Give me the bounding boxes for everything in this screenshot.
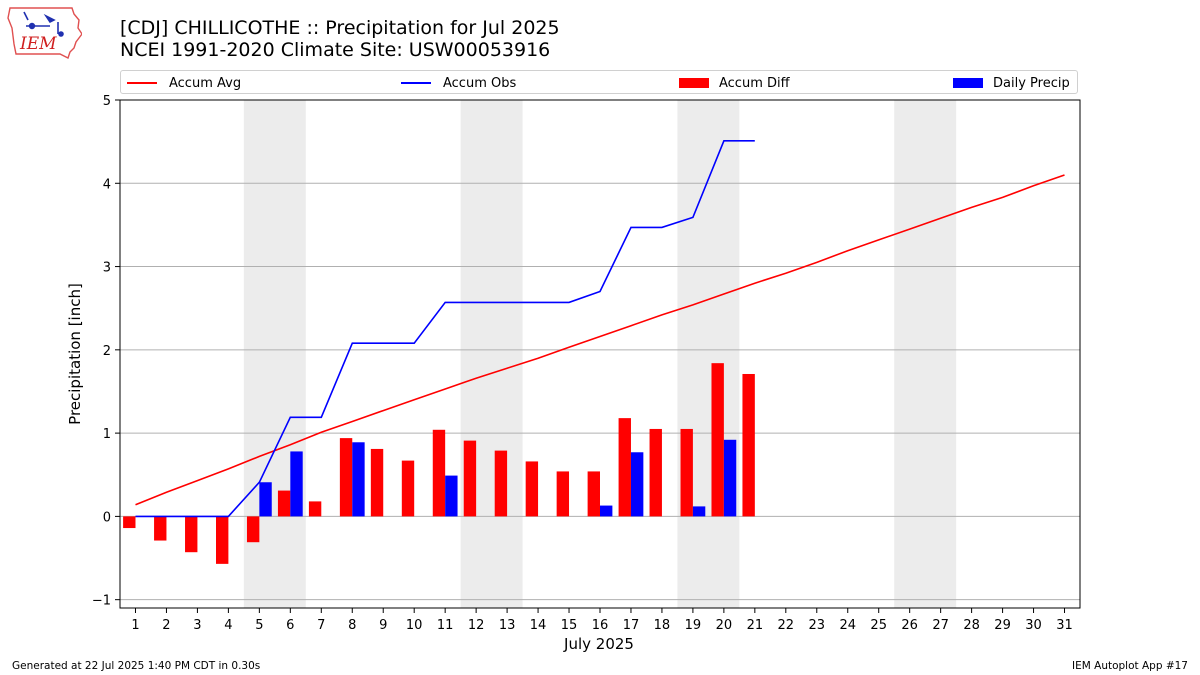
x-tick-label: 1	[131, 618, 139, 633]
accum-diff-bar	[742, 373, 755, 517]
accum-diff-bar	[123, 516, 136, 529]
accum-diff-bar	[463, 440, 477, 517]
x-tick-label: 29	[994, 618, 1011, 633]
chart-title-line2: NCEI 1991-2020 Climate Site: USW00053916	[120, 39, 551, 61]
legend-swatch-accum-avg	[127, 82, 157, 84]
daily-precip-bar	[445, 475, 458, 517]
x-tick-label: 24	[839, 618, 856, 633]
x-tick-label: 17	[623, 618, 640, 633]
accum-diff-bar	[680, 428, 693, 517]
x-tick-label: 8	[348, 618, 356, 633]
daily-precip-bar	[692, 506, 706, 517]
legend-item-accum-diff: Accum Diff	[679, 74, 790, 92]
legend-label-accum-obs: Accum Obs	[443, 75, 517, 91]
x-tick-label: 12	[468, 618, 485, 633]
x-tick-label: 23	[809, 618, 826, 633]
x-tick-label: 6	[286, 618, 294, 633]
legend-label-daily-precip: Daily Precip	[993, 75, 1070, 91]
y-axis-label: Precipitation [inch]	[66, 283, 84, 425]
accum-diff-bar	[308, 501, 322, 517]
x-tick-label: 2	[162, 618, 170, 633]
accum-diff-bar	[246, 516, 260, 543]
weekend-shade-band	[460, 100, 523, 608]
weekend-shade-band	[677, 100, 740, 608]
chart-legend: Accum Avg Accum Obs Accum Diff Daily Pre…	[120, 70, 1078, 94]
accum-diff-bar	[711, 363, 724, 517]
x-tick-label: 14	[530, 618, 547, 633]
x-tick-label: 18	[654, 618, 671, 633]
weekend-shade-band	[894, 100, 957, 608]
x-axis-label: July 2025	[563, 635, 634, 653]
y-tick-label: −1	[92, 594, 111, 609]
x-tick-label: 10	[406, 618, 423, 633]
x-tick-label: 19	[685, 618, 702, 633]
weekend-shade-band	[243, 100, 306, 608]
app-credit: IEM Autoplot App #17	[1072, 660, 1188, 672]
accum-diff-bar	[556, 471, 570, 517]
accum-obs-line	[135, 140, 755, 518]
x-tick-label: 15	[561, 618, 578, 633]
legend-swatch-daily-precip	[953, 78, 983, 88]
accum-avg-line	[135, 174, 1065, 506]
daily-precip-bar	[600, 505, 613, 517]
legend-item-daily-precip: Daily Precip	[953, 74, 1070, 92]
legend-label-accum-avg: Accum Avg	[169, 75, 242, 91]
x-tick-label: 5	[255, 618, 263, 633]
daily-precip-bar	[723, 439, 737, 517]
legend-swatch-accum-obs	[401, 82, 431, 84]
iem-logo: IEM	[7, 7, 82, 59]
generated-timestamp: Generated at 22 Jul 2025 1:40 PM CDT in …	[12, 660, 261, 672]
legend-swatch-accum-diff	[679, 78, 709, 88]
accum-diff-bar	[339, 438, 353, 517]
chart-title: [CDJ] CHILLICOTHE :: Precipitation for J…	[120, 17, 560, 61]
y-tick-label: 0	[103, 510, 111, 525]
x-tick-label: 13	[499, 618, 516, 633]
y-tick-label: 4	[103, 177, 111, 192]
accum-diff-bar	[154, 516, 167, 541]
accum-diff-bar	[185, 516, 198, 553]
x-tick-label: 22	[778, 618, 795, 633]
x-tick-label: 27	[932, 618, 949, 633]
accum-diff-bar	[525, 461, 539, 517]
accum-diff-bar	[216, 516, 229, 564]
accum-diff-bar	[370, 448, 384, 517]
x-tick-label: 16	[592, 618, 609, 633]
iowa-state-outline	[7, 7, 82, 59]
x-tick-label: 21	[747, 618, 764, 633]
x-tick-label: 20	[716, 618, 733, 633]
x-tick-label: 3	[193, 618, 201, 633]
accum-diff-bar	[587, 471, 600, 517]
x-tick-label: 31	[1056, 618, 1073, 633]
accum-diff-bar	[432, 429, 446, 517]
y-tick-label: 2	[103, 344, 111, 359]
x-tick-label: 28	[963, 618, 980, 633]
x-tick-label: 9	[379, 618, 387, 633]
daily-precip-bar	[630, 452, 644, 517]
legend-label-accum-diff: Accum Diff	[719, 75, 790, 91]
daily-precip-bar	[259, 482, 272, 517]
y-tick-label: 5	[103, 94, 111, 109]
chart-title-line1: [CDJ] CHILLICOTHE :: Precipitation for J…	[120, 17, 560, 39]
legend-item-accum-avg: Accum Avg	[127, 74, 241, 92]
plot-frame	[119, 99, 1081, 609]
accum-diff-bar	[649, 428, 662, 517]
daily-precip-bar	[290, 451, 303, 517]
x-tick-label: 25	[870, 618, 887, 633]
logo-text: IEM	[19, 34, 57, 54]
y-tick-label: 3	[103, 261, 111, 276]
accum-diff-bar	[401, 460, 415, 517]
x-tick-label: 11	[437, 618, 454, 633]
legend-item-accum-obs: Accum Obs	[401, 74, 516, 92]
x-tick-label: 26	[901, 618, 918, 633]
accum-diff-bar	[618, 418, 631, 517]
x-tick-label: 4	[224, 618, 232, 633]
daily-precip-bar	[352, 442, 365, 517]
y-tick-label: 1	[103, 427, 111, 442]
x-tick-label: 7	[317, 618, 325, 633]
accum-diff-bar	[494, 450, 508, 517]
accum-diff-bar	[277, 490, 291, 517]
x-tick-label: 30	[1025, 618, 1042, 633]
weather-instrument-icon	[23, 11, 64, 37]
